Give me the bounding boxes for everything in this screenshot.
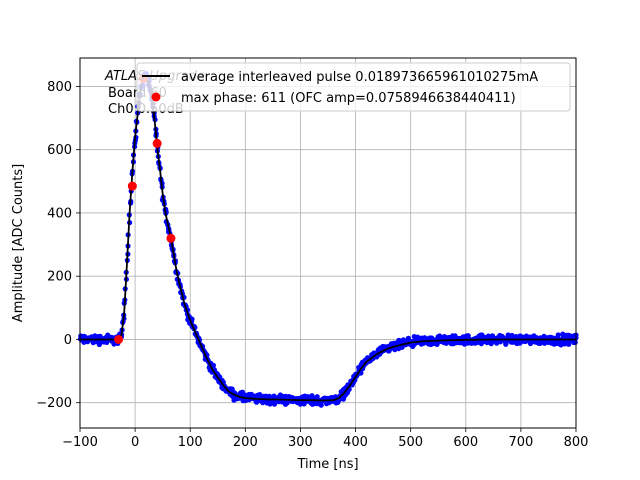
y-tick-label-5: 800	[47, 80, 72, 95]
y-axis-label: Amplitude [ADC Counts]	[11, 164, 26, 322]
x-tick-label-4: 300	[288, 435, 313, 450]
legend-entry-average-pulse: average interleaved pulse 0.018973665961…	[181, 70, 538, 85]
max-phase-marker-0	[114, 334, 124, 344]
plot-background	[80, 58, 576, 428]
band-point	[555, 332, 561, 338]
y-tick-label-0: −200	[36, 396, 72, 411]
y-tick-label-3: 400	[47, 206, 72, 221]
x-tick-label-5: 400	[343, 435, 368, 450]
y-tick-label-4: 600	[47, 143, 72, 158]
max-phase-marker-3	[152, 138, 162, 148]
band-point	[229, 386, 235, 392]
x-tick-label-6: 500	[398, 435, 423, 450]
y-tick-label-1: 0	[64, 333, 72, 348]
legend-entry-max-phase: max phase: 611 (OFC amp=0.07589466384404…	[181, 91, 516, 106]
max-phase-marker-1	[127, 181, 137, 191]
band-point	[239, 389, 246, 395]
x-tick-label-1: 0	[131, 435, 139, 450]
band-point	[309, 393, 315, 399]
x-axis-label: Time [ns]	[296, 457, 358, 472]
x-tick-label-8: 700	[508, 435, 533, 450]
plot-frame	[79, 57, 577, 429]
x-tick-label-7: 600	[453, 435, 478, 450]
x-tick-label-9: 800	[564, 435, 589, 450]
y-axis-ticks: −200 0 200 400 600 800	[36, 80, 80, 411]
x-tick-label-0: −100	[62, 435, 98, 450]
band-point	[572, 339, 578, 345]
x-axis-ticks: −100 0 100 200 300 400 500 600 700 800	[62, 428, 588, 450]
legend: average interleaved pulse 0.018973665961…	[136, 62, 571, 112]
legend-box	[136, 62, 571, 112]
band-point	[210, 362, 216, 368]
x-tick-label-3: 200	[233, 435, 258, 450]
max-phase-marker-4	[166, 233, 176, 243]
x-tick-label-2: 100	[178, 435, 203, 450]
legend-marker-swatch	[151, 92, 161, 102]
y-tick-label-2: 200	[47, 270, 72, 285]
